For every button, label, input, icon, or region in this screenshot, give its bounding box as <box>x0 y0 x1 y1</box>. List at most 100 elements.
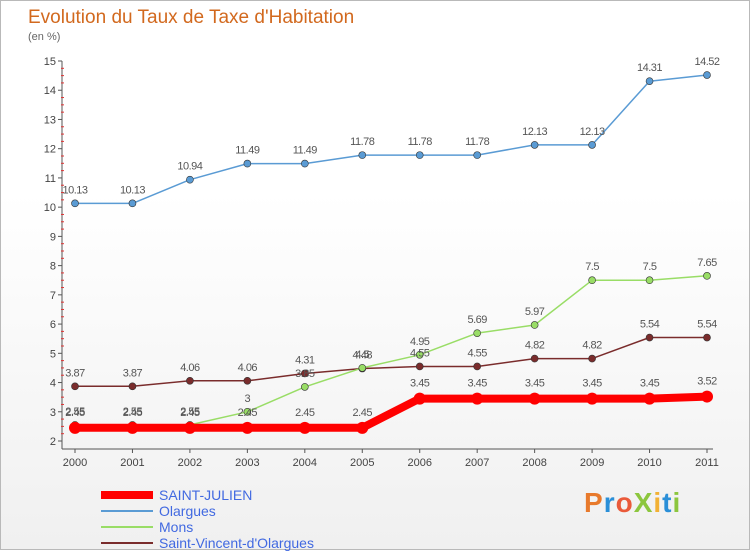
logo-letter: t <box>662 487 673 518</box>
data-point <box>128 199 137 208</box>
data-point <box>471 392 484 405</box>
x-tick-label: 2001 <box>120 457 144 469</box>
data-label: 3.45 <box>467 378 487 390</box>
legend-item: Saint-Vincent-d'Olargues <box>101 535 314 551</box>
data-point <box>645 333 654 342</box>
data-point <box>298 421 311 434</box>
data-point <box>588 141 596 149</box>
data-point <box>528 392 541 405</box>
data-label: 3.52 <box>697 376 717 388</box>
data-label: 2.45 <box>123 407 143 419</box>
x-tick-label: 2007 <box>465 457 489 469</box>
x-tick-label: 2008 <box>522 457 546 469</box>
data-point <box>415 362 424 371</box>
data-point <box>415 350 424 359</box>
data-label: 10.13 <box>120 184 145 196</box>
data-label: 4.06 <box>238 362 258 374</box>
data-label: 2.45 <box>353 407 373 419</box>
data-point <box>530 321 539 329</box>
data-label: 4.95 <box>410 336 430 348</box>
legend: SAINT-JULIEN Olargues Mons Saint-Vincent-d'… <box>101 487 314 551</box>
y-tick-label: 10 <box>44 202 56 214</box>
data-label: 3.87 <box>65 367 85 379</box>
data-point <box>645 77 654 85</box>
y-tick-label: 15 <box>44 56 56 68</box>
series-line <box>71 392 711 432</box>
data-label: 11.49 <box>293 145 318 157</box>
data-label: 10.13 <box>62 184 87 196</box>
data-label: 3 <box>245 393 251 405</box>
legend-swatch <box>101 526 153 528</box>
y-tick-label: 9 <box>50 231 56 243</box>
x-tick-label: 2002 <box>178 457 202 469</box>
data-label: 3.45 <box>525 378 545 390</box>
data-label: 4.31 <box>295 354 315 366</box>
data-label: 5.69 <box>467 314 487 326</box>
y-tick-label: 5 <box>50 348 56 360</box>
data-label: 7.5 <box>585 261 599 273</box>
logo-letter: P <box>584 487 604 518</box>
data-point <box>473 362 481 371</box>
legend-swatch <box>101 491 153 499</box>
legend-label: Olargues <box>159 503 216 519</box>
data-point <box>643 392 656 405</box>
data-point <box>243 407 252 416</box>
data-point <box>243 376 252 385</box>
data-label: 12.13 <box>522 126 547 138</box>
proxiti-logo: ProXiti <box>584 487 681 519</box>
y-tick-label: 14 <box>44 85 56 97</box>
data-label: 3.45 <box>640 378 660 390</box>
data-label: 14.52 <box>694 56 719 68</box>
series-lines <box>71 74 711 432</box>
data-point <box>358 151 367 159</box>
data-label: 11.78 <box>350 136 375 148</box>
y-tick-label: 3 <box>50 407 56 419</box>
data-point <box>588 276 596 285</box>
data-point <box>358 364 367 372</box>
legend-label: SAINT-JULIEN <box>159 487 253 503</box>
data-label: 4.55 <box>467 347 487 359</box>
y-tick-label: 6 <box>50 319 56 331</box>
data-labels: 10.13 10.13 10.94 11.49 11.49 11.78 11.78 11.78… <box>62 56 720 419</box>
data-point <box>530 141 539 149</box>
data-point <box>126 421 139 434</box>
data-label: 2.55 <box>65 406 85 418</box>
series-line <box>74 336 708 388</box>
logo-letter: i <box>653 487 663 518</box>
data-label: 2.45 <box>65 407 85 419</box>
data-label: 4.55 <box>410 347 430 359</box>
data-label: 2.45 <box>238 407 258 419</box>
data-point <box>473 151 481 159</box>
data-label: 4.82 <box>525 340 545 352</box>
data-label: 2.55 <box>180 406 200 418</box>
data-point <box>183 421 196 434</box>
data-point <box>69 421 81 434</box>
legend-swatch <box>101 542 153 544</box>
data-point <box>701 390 713 403</box>
data-label: 3.87 <box>123 367 143 379</box>
data-point <box>301 383 309 391</box>
legend-label: Saint-Vincent-d'Olargues <box>159 535 314 551</box>
data-point <box>530 354 539 363</box>
data-point <box>413 392 426 405</box>
x-tick-label: 2011 <box>695 457 719 469</box>
y-tick-label: 4 <box>50 378 56 390</box>
logo-letter: o <box>615 487 634 518</box>
y-tick-label: 2 <box>50 436 56 448</box>
data-label: 10.94 <box>177 161 202 173</box>
data-label: 5.97 <box>525 306 545 318</box>
data-label: 5.54 <box>697 319 717 331</box>
legend-item: Mons <box>101 519 314 535</box>
y-tick-label: 7 <box>50 290 56 302</box>
y-tick-label: 8 <box>50 261 56 273</box>
axes: 2 3 4 5 6 7 8 9 10 11 12 13 14 15 2000 2001 2002 2003 2004… <box>44 56 719 469</box>
data-label: 7.5 <box>643 261 657 273</box>
data-point <box>243 159 252 168</box>
legend-label: Mons <box>159 519 194 535</box>
y-tick-label: 13 <box>44 114 56 126</box>
data-label: 5.54 <box>640 319 660 331</box>
y-tick-label: 11 <box>45 173 56 185</box>
data-point <box>473 329 481 337</box>
